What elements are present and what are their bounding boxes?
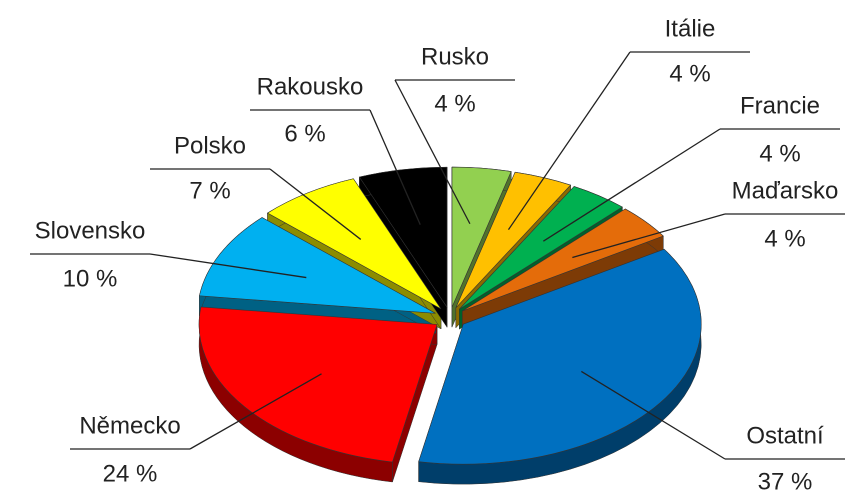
leader-line bbox=[369, 109, 421, 225]
slice-label: Francie bbox=[740, 92, 820, 119]
slice bbox=[358, 166, 448, 309]
leader-line bbox=[581, 370, 726, 460]
slice-label: Německo bbox=[79, 412, 180, 439]
slice-label: Rakousko bbox=[257, 73, 364, 100]
slice bbox=[451, 166, 512, 308]
leader-line bbox=[189, 373, 322, 450]
value-label: 10 % bbox=[63, 265, 118, 292]
slice-label: Slovensko bbox=[35, 217, 146, 244]
slice-label: Polsko bbox=[174, 132, 246, 159]
slice bbox=[198, 306, 438, 463]
value-label: 7 % bbox=[189, 177, 230, 204]
slice-label: Ostatní bbox=[746, 422, 824, 449]
slice bbox=[462, 208, 664, 312]
slice-label: Itálie bbox=[665, 15, 716, 42]
value-label: 6 % bbox=[284, 120, 325, 147]
leader-line bbox=[149, 253, 307, 279]
leader-line bbox=[572, 213, 726, 259]
leader-line bbox=[507, 51, 631, 231]
leader-line bbox=[269, 168, 362, 240]
leader-line bbox=[542, 128, 721, 242]
slice bbox=[199, 217, 436, 314]
value-label: 4 % bbox=[764, 225, 805, 252]
slice-label: Maďarsko bbox=[732, 177, 839, 204]
slice bbox=[418, 248, 702, 465]
value-label: 4 % bbox=[434, 90, 475, 117]
slice bbox=[266, 178, 442, 310]
value-label: 24 % bbox=[103, 460, 158, 487]
value-label: 4 % bbox=[759, 140, 800, 167]
leader-line bbox=[394, 79, 471, 225]
value-label: 37 % bbox=[758, 468, 813, 495]
value-label: 4 % bbox=[669, 60, 710, 87]
slice-label: Rusko bbox=[421, 43, 489, 70]
